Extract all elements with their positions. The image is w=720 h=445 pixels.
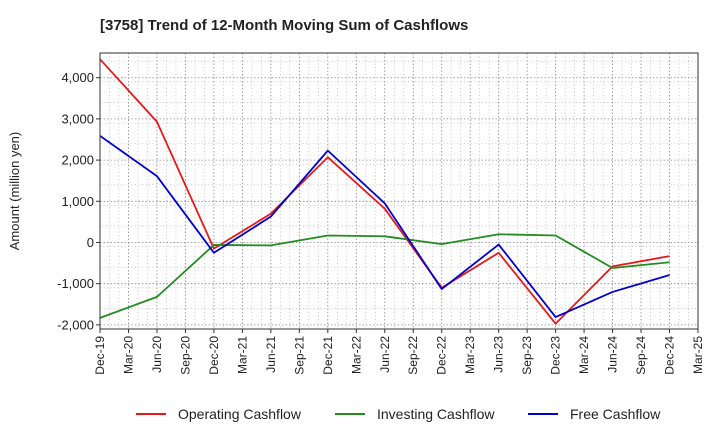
x-tick-label: Sep-23 (520, 336, 534, 375)
y-tick-label: 0 (87, 235, 94, 250)
x-tick-label: Sep-20 (178, 336, 192, 375)
x-tick-label: Mar-21 (235, 336, 249, 374)
series-line-operating-cashflow (99, 58, 670, 325)
x-tick-label: Jun-23 (492, 336, 506, 373)
y-tick-label: 3,000 (61, 111, 94, 126)
series-line-free-cashflow (99, 135, 670, 318)
series-line-investing-cashflow (99, 233, 670, 319)
x-tick-label: Mar-20 (121, 336, 135, 374)
x-tick-label: Jun-21 (264, 336, 278, 373)
x-tick-label: Dec-24 (663, 336, 677, 375)
x-tick-label: Dec-23 (549, 336, 563, 375)
y-tick-label: 1,000 (61, 194, 94, 209)
x-axis-ticks: Dec-19 Mar-20 Jun-20 Sep-20 Dec-20 Mar-21 Jun-… (93, 329, 705, 375)
x-tick-label: Dec-20 (207, 336, 221, 375)
y-axis-label: Amount (million yen) (7, 132, 22, 251)
y-tick-label: -2,000 (57, 317, 94, 332)
y-tick-label: 2,000 (61, 153, 94, 168)
y-axis-ticks: -2,000 -1,000 0 1,000 2,000 3,000 4,000 (57, 70, 100, 332)
x-tick-label: Jun-24 (606, 336, 620, 373)
x-tick-label: Mar-23 (463, 336, 477, 374)
x-tick-label: Mar-22 (349, 336, 363, 374)
x-tick-label: Dec-19 (93, 336, 107, 375)
x-tick-label: Sep-21 (292, 336, 306, 375)
y-tick-label: -1,000 (57, 276, 94, 291)
legend-label: Operating Cashflow (178, 406, 302, 422)
legend: Operating Cashflow Investing Cashflow Free… (136, 406, 661, 422)
x-tick-label: Jun-22 (378, 336, 392, 373)
legend-label: Free Cashflow (570, 406, 661, 422)
legend-label: Investing Cashflow (377, 406, 495, 422)
series-lines (99, 58, 670, 325)
x-tick-label: Mar-25 (691, 336, 705, 374)
x-tick-label: Sep-24 (634, 336, 648, 375)
x-tick-label: Dec-22 (435, 336, 449, 375)
chart-title: [3758] Trend of 12-Month Moving Sum of C… (100, 17, 468, 34)
x-tick-label: Dec-21 (321, 336, 335, 375)
plot-frame (99, 52, 699, 330)
x-tick-label: Mar-24 (577, 336, 591, 374)
x-tick-label: Sep-22 (406, 336, 420, 375)
grid-lines (100, 53, 698, 329)
x-tick-label: Jun-20 (150, 336, 164, 373)
y-tick-label: 4,000 (61, 70, 94, 85)
